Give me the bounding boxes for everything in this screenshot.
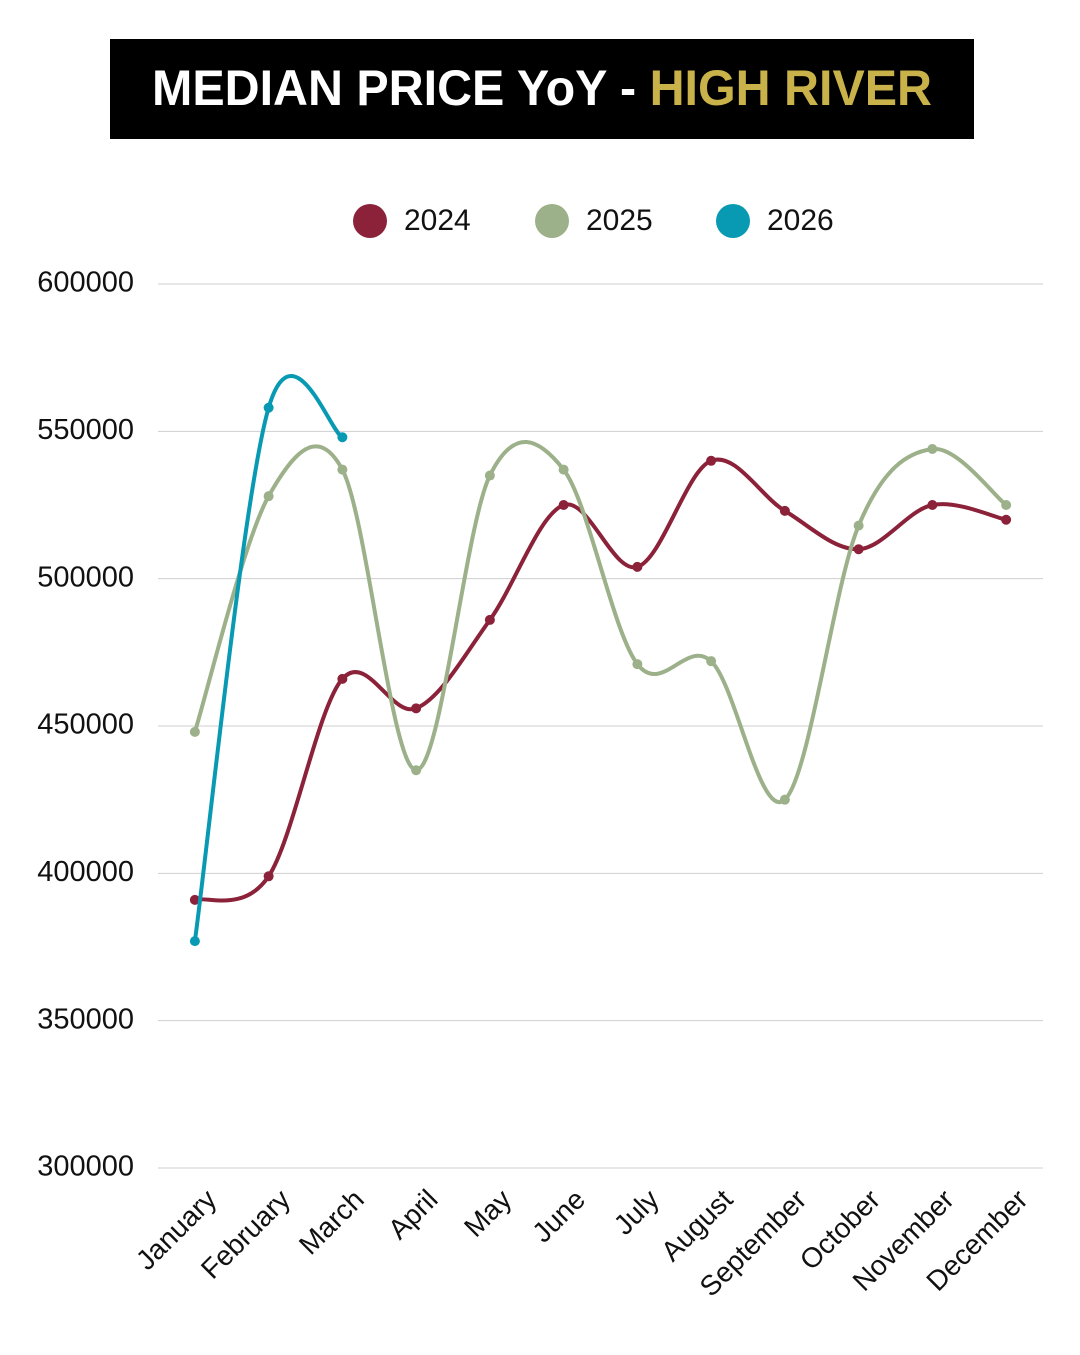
data-point	[263, 491, 274, 502]
x-tick-label: April	[382, 1184, 444, 1246]
data-point	[411, 765, 422, 776]
data-point	[337, 464, 348, 475]
data-point	[927, 444, 938, 455]
data-point	[263, 871, 274, 882]
data-point	[484, 614, 495, 625]
data-point	[632, 561, 643, 572]
title-box	[110, 39, 974, 139]
data-point	[189, 726, 200, 737]
data-point	[706, 656, 717, 667]
data-point	[484, 470, 495, 481]
legend-label: 2024	[404, 204, 471, 237]
data-point	[411, 703, 422, 714]
data-point	[927, 500, 938, 510]
y-tick-label: 500000	[37, 561, 134, 593]
y-tick-label: 300000	[37, 1151, 134, 1183]
y-tick-label: 450000	[37, 709, 134, 741]
x-tick-label: March	[293, 1184, 370, 1261]
data-point	[337, 432, 348, 443]
data-point	[337, 673, 348, 684]
data-point	[558, 464, 569, 475]
y-tick-label: 400000	[37, 856, 134, 888]
data-point	[706, 455, 717, 466]
data-point	[189, 894, 200, 905]
legend-swatch	[716, 204, 750, 238]
data-point	[558, 500, 569, 510]
data-point	[632, 659, 643, 670]
series-line	[192, 374, 344, 942]
legend-swatch	[535, 204, 569, 238]
legend-label: 2025	[586, 204, 653, 237]
x-tick-label: July	[608, 1184, 665, 1241]
y-tick-label: 550000	[37, 414, 134, 446]
title-main: MEDIAN PRICE YoY -	[152, 60, 650, 116]
series-line	[192, 440, 1008, 805]
data-point	[779, 794, 790, 805]
data-point	[1001, 514, 1012, 525]
title-highlight: HIGH RIVER	[650, 60, 932, 116]
data-point	[853, 520, 864, 531]
x-tick-label: June	[526, 1184, 591, 1249]
data-point	[1001, 500, 1012, 510]
data-point	[779, 505, 790, 516]
x-tick-label: May	[458, 1184, 517, 1243]
legend-label: 2026	[767, 204, 834, 237]
y-tick-label: 600000	[37, 267, 134, 299]
data-point	[853, 544, 864, 555]
data-point	[263, 402, 274, 413]
chart-title: MEDIAN PRICE YoY - HIGH RIVER	[152, 60, 932, 116]
series-line	[194, 457, 1007, 903]
y-tick-label: 350000	[37, 1003, 134, 1035]
legend-swatch	[353, 204, 387, 238]
data-point	[189, 936, 200, 947]
